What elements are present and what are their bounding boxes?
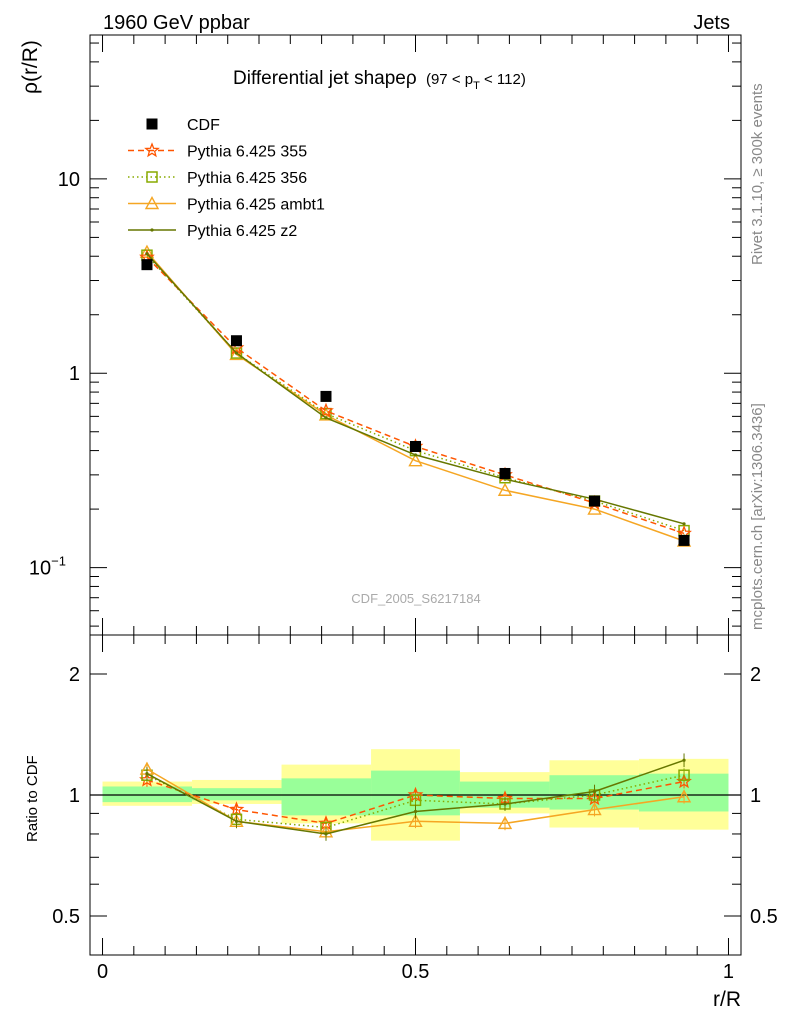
point-pythia-6-425-z2-2 [324, 416, 328, 420]
x-tick-label-0: 0 [97, 961, 108, 983]
legend-label: CDF [187, 117, 220, 134]
band-inner-0 [102, 786, 193, 803]
series-cdf [141, 259, 690, 546]
point-pythia-6-425-ambt1-1 [229, 346, 244, 361]
x-tick-label-1: 0.5 [402, 961, 430, 983]
ratio-y-tick-label-right-2: 0.5 [750, 906, 778, 928]
series-pythia-6-425-355 [139, 249, 692, 541]
point-cdf-2 [320, 390, 332, 402]
ratio-y-tick-label-1: 1 [69, 785, 80, 807]
ratio-y-tick-label-2: 0.5 [52, 906, 80, 928]
ratio-y-tick-label-right-0: 2 [750, 664, 761, 686]
series-pythia-6-425-ambt1 [139, 244, 692, 547]
point-pythia-6-425-z2-1 [234, 351, 239, 355]
point-cdf-6 [678, 534, 690, 546]
point-pythia-6-425-ambt1-4 [497, 482, 513, 496]
point-cdf-3 [410, 440, 421, 452]
main-y-tick-exponent: −1 [51, 554, 66, 569]
point-pythia-6-425-ambt1-0 [139, 244, 155, 258]
point-pythia-6-425-z2-6 [682, 522, 686, 526]
series-line-pythia-6-425-355 [146, 256, 685, 535]
legend-marker [144, 196, 160, 210]
main-y-tick-label-0: 10 [58, 169, 80, 191]
point-cdf-5 [589, 495, 601, 507]
main-panel-series [139, 244, 692, 547]
band-inner-2 [281, 778, 372, 816]
legend-marker [150, 228, 154, 232]
legend-marker [144, 142, 160, 158]
ratio-point-pythia-6-425-z2-3 [413, 809, 418, 814]
title-main: Differential jet shapeρ [233, 68, 417, 89]
series-pythia-6-425-z2 [145, 252, 686, 526]
point-pythia-6-425-355-2 [318, 402, 334, 418]
ratio-y-axis-label: Ratio to CDF [24, 755, 41, 842]
legend-label: Pythia 6.425 ambt1 [187, 197, 325, 214]
ratio-point-pythia-6-425-z2-0 [145, 772, 149, 776]
ratio-point-pythia-6-425-ambt1-4 [497, 815, 513, 830]
ratio-series-pythia-6-425-z2 [145, 753, 686, 841]
legend-marker [146, 171, 158, 183]
main-y-axis-label: ρ(r/R) [19, 40, 42, 94]
ratio-panel-series [139, 753, 692, 841]
plot-title: Differential jet shapeρ (97 < pT < 112) [233, 68, 526, 92]
legend-item-pythia-6-425-356: Pythia 6.425 356 [128, 170, 307, 187]
legend-item-cdf: CDF [146, 117, 220, 134]
legend-item-pythia-6-425-z2: Pythia 6.425 z2 [128, 223, 297, 240]
band-inner-1 [192, 788, 282, 801]
series-pythia-6-425-356 [141, 249, 690, 537]
series-line-pythia-6-425-z2 [146, 253, 685, 525]
main-y-tick-label-2: 10−1 [29, 554, 66, 580]
ratio-point-pythia-6-425-z2-1 [234, 819, 239, 823]
legend-label: Pythia 6.425 356 [187, 170, 307, 187]
ratio-point-pythia-6-425-z2-5 [592, 789, 597, 794]
point-cdf-4 [499, 467, 511, 479]
ratio-point-pythia-6-425-ambt1-3 [408, 813, 423, 828]
point-pythia-6-425-356-1 [230, 347, 243, 359]
title-cond-sub: T [473, 80, 480, 92]
legend-item-pythia-6-425-355: Pythia 6.425 355 [128, 142, 307, 161]
ratio-point-pythia-6-425-355-1 [228, 801, 245, 817]
ratio-point-pythia-6-425-ambt1-5 [587, 802, 602, 816]
point-pythia-6-425-z2-3 [413, 453, 418, 457]
ratio-point-pythia-6-425-356-6 [678, 769, 690, 781]
ratio-y-tick-label-right-1: 1 [750, 785, 761, 807]
legend-item-pythia-6-425-ambt1: Pythia 6.425 ambt1 [128, 196, 325, 214]
point-pythia-6-425-z2-0 [145, 252, 149, 256]
legend-marker [146, 118, 158, 130]
ratio-y-tick-label-0: 2 [69, 664, 80, 686]
legend-label: Pythia 6.425 z2 [187, 223, 297, 240]
ratio-point-pythia-6-425-z2-6 [682, 758, 686, 762]
x-axis-label: r/R [713, 988, 741, 1011]
title-cond: (97 < p [426, 71, 473, 88]
header-right: Jets [693, 12, 730, 34]
point-cdf-0 [141, 259, 153, 271]
point-pythia-6-425-ambt1-3 [408, 453, 423, 467]
series-line-pythia-6-425-356 [146, 254, 685, 532]
rivet-version-label: Rivet 3.1.10, ≥ 300k events [749, 83, 766, 265]
main-y-tick-label-1: 1 [69, 363, 80, 385]
legend-label: Pythia 6.425 355 [187, 144, 307, 161]
ratio-point-pythia-6-425-ambt1-6 [676, 789, 692, 803]
analysis-watermark: CDF_2005_S6217184 [351, 591, 480, 606]
point-pythia-6-425-ambt1-5 [587, 501, 602, 515]
header-left: 1960 GeV ppbar [103, 12, 250, 34]
ratio-point-pythia-6-425-z2-2 [324, 832, 328, 836]
title-cond-post: < 112) [480, 71, 526, 88]
axis-ticks [90, 35, 741, 956]
tick-labels: 10 1 10−1 2 2 1 1 0.5 0.5 0 0.5 1 [29, 169, 778, 983]
ratio-point-pythia-6-425-z2-4 [503, 802, 507, 806]
mcplots-credit-label: mcplots.cern.ch [arXiv:1306.3436] [749, 403, 766, 630]
x-tick-label-2: 1 [723, 961, 734, 983]
legend: CDF Pythia 6.425 355 Pythia 6.425 356 Pythi… [128, 117, 325, 240]
series-line-pythia-6-425-ambt1 [146, 251, 685, 542]
point-cdf-1 [230, 335, 242, 347]
